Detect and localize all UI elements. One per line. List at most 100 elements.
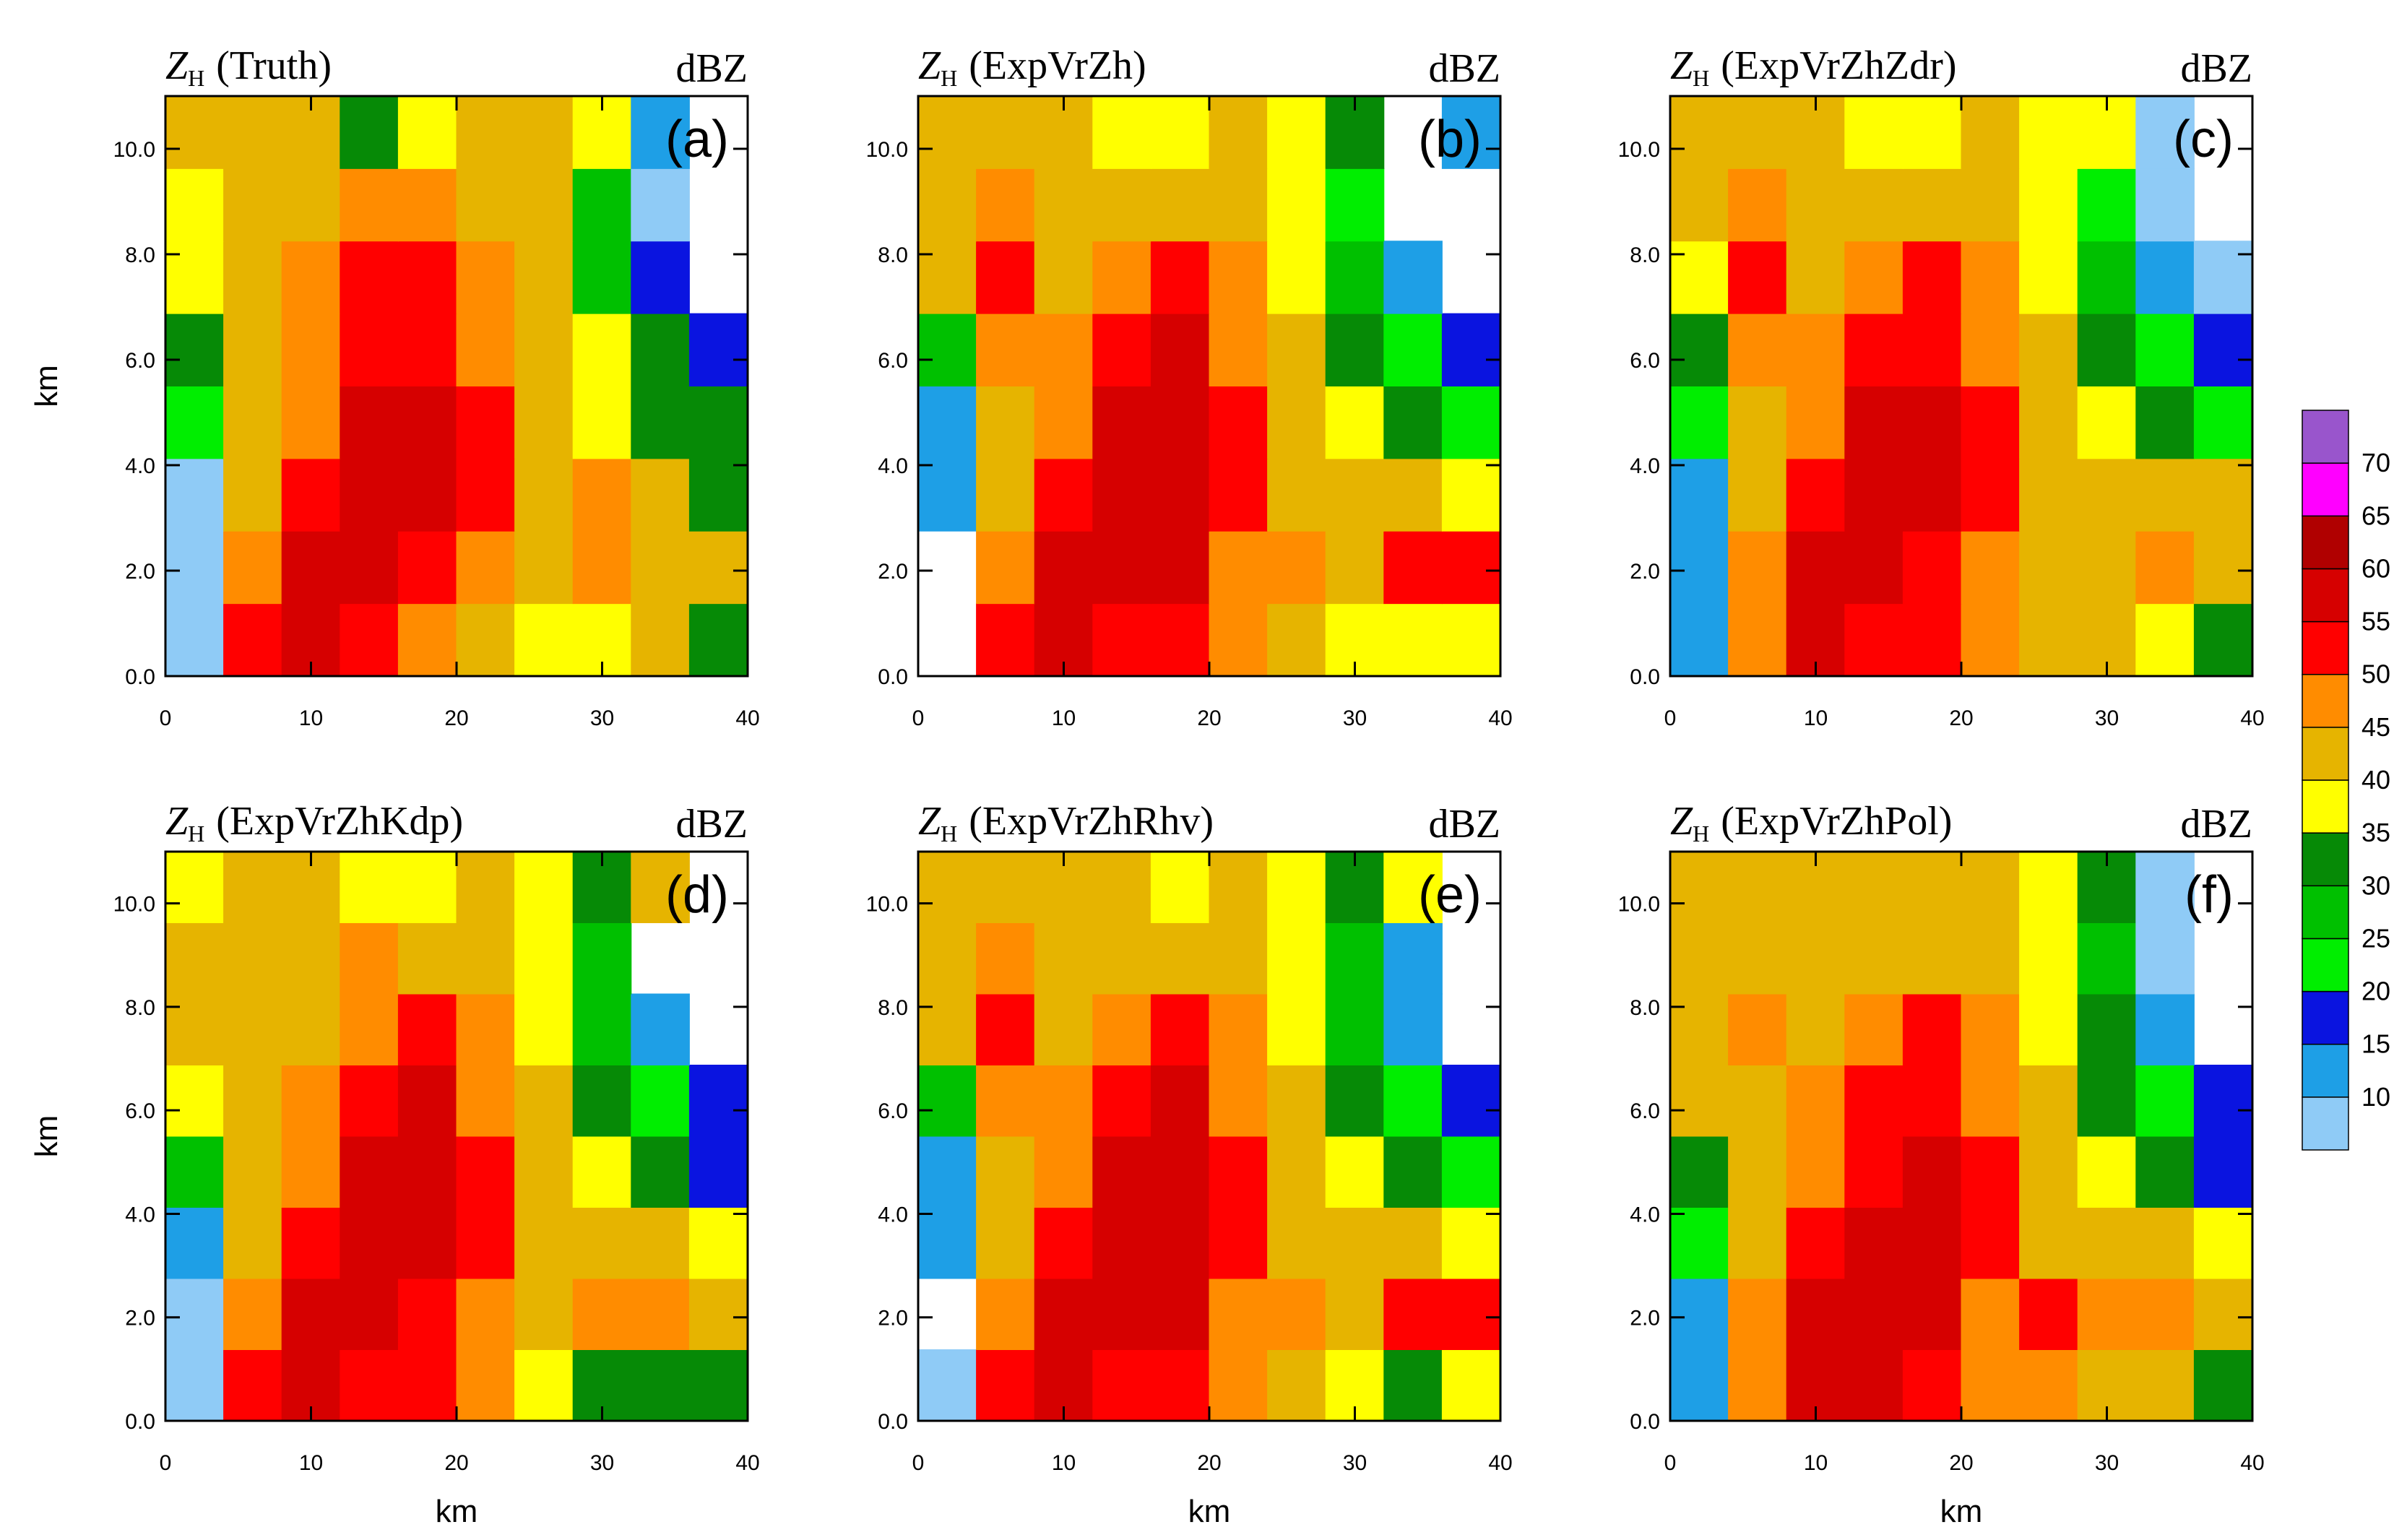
x-tick-label: 30	[1343, 706, 1367, 730]
cell	[1209, 1349, 1269, 1421]
field	[165, 852, 748, 1421]
cell	[1441, 1278, 1500, 1350]
cell	[223, 313, 282, 386]
x-axis-label: km	[1188, 1494, 1231, 1529]
cell	[1844, 852, 1903, 923]
cell	[514, 241, 574, 314]
cell	[1092, 1349, 1151, 1421]
colorbar-label: 35	[2361, 818, 2390, 847]
cell	[1844, 168, 1903, 242]
cell	[1092, 458, 1151, 532]
y-tick-label: 6.0	[878, 1099, 908, 1123]
cell	[1786, 1135, 1846, 1208]
cell	[514, 993, 574, 1065]
cell	[397, 530, 457, 605]
cell	[918, 1135, 977, 1208]
cell	[281, 458, 341, 532]
cell	[1961, 241, 2021, 314]
cell	[1844, 603, 1903, 676]
cell	[688, 458, 748, 532]
title-subscript: H	[188, 821, 204, 847]
cell	[1844, 386, 1903, 459]
cell	[572, 1065, 632, 1137]
cell	[456, 313, 516, 386]
cell	[1267, 1065, 1326, 1137]
x-tick-label: 30	[1343, 1451, 1367, 1475]
cell	[1209, 386, 1269, 459]
cell	[1786, 1065, 1846, 1137]
cell	[340, 96, 399, 169]
cell	[688, 1278, 748, 1350]
cell	[1209, 603, 1269, 676]
cell	[1728, 922, 1787, 995]
cell	[1786, 168, 1846, 242]
cell	[514, 603, 574, 676]
cell	[223, 1135, 282, 1208]
cell	[1150, 922, 1210, 995]
cell	[688, 603, 748, 676]
title-text: (ExpVrZhZdr)	[1721, 43, 1956, 88]
cell	[456, 386, 516, 459]
colorbar-label: 15	[2361, 1029, 2390, 1059]
cell	[281, 313, 341, 386]
x-tick-label: 30	[590, 1451, 614, 1475]
cell	[1670, 168, 1729, 242]
cell	[340, 922, 399, 995]
cell	[165, 1349, 225, 1421]
cell	[631, 241, 690, 314]
cell	[1728, 530, 1787, 605]
title-symbol: Z	[165, 43, 189, 88]
colorbar-box	[2302, 1096, 2349, 1151]
panel-label: (e)	[1418, 866, 1482, 924]
cell	[514, 1278, 574, 1350]
cell	[572, 1278, 632, 1350]
cell	[1728, 241, 1787, 314]
cell	[281, 530, 341, 605]
cell	[1728, 1278, 1787, 1350]
panel-title: ZH (ExpVrZhZdr)	[1670, 43, 1957, 91]
panel-label: (d)	[665, 866, 729, 924]
cell	[340, 1349, 399, 1421]
cell	[1325, 1207, 1385, 1279]
cell	[1670, 530, 1729, 605]
cell	[514, 458, 574, 532]
cell	[1670, 993, 1729, 1065]
cell	[397, 852, 457, 923]
cell	[1670, 458, 1729, 532]
y-tick-label: 8.0	[878, 243, 908, 267]
cell	[1150, 313, 1210, 386]
cell	[1728, 168, 1787, 242]
cell	[1844, 241, 1903, 314]
cell	[223, 386, 282, 459]
cell	[165, 313, 225, 386]
y-tick-label: 10.0	[113, 893, 155, 917]
cell	[397, 386, 457, 459]
cell	[1961, 852, 2021, 923]
cell	[281, 1278, 341, 1350]
cell	[281, 1207, 341, 1279]
y-tick-label: 4.0	[125, 1203, 155, 1227]
cell	[1383, 458, 1443, 532]
panel-title: ZH (Truth)	[165, 43, 332, 91]
field	[1670, 96, 2252, 676]
cell	[918, 458, 977, 532]
cell	[688, 1065, 748, 1137]
cell	[223, 1278, 282, 1350]
cell	[1267, 1207, 1326, 1279]
cell	[397, 1065, 457, 1137]
y-tick-label: 4.0	[878, 1203, 908, 1227]
cell	[1961, 530, 2021, 605]
colorbar-label: 45	[2361, 712, 2390, 742]
cell	[1670, 386, 1729, 459]
cell	[1034, 530, 1094, 605]
cell	[340, 1207, 399, 1279]
colorbar-box	[2302, 515, 2349, 570]
cell	[340, 386, 399, 459]
colorbar-box	[2302, 779, 2349, 834]
cell	[631, 1135, 690, 1208]
cell	[397, 1349, 457, 1421]
cell	[918, 313, 977, 386]
cell	[1034, 241, 1094, 314]
title-symbol: Z	[165, 799, 189, 844]
